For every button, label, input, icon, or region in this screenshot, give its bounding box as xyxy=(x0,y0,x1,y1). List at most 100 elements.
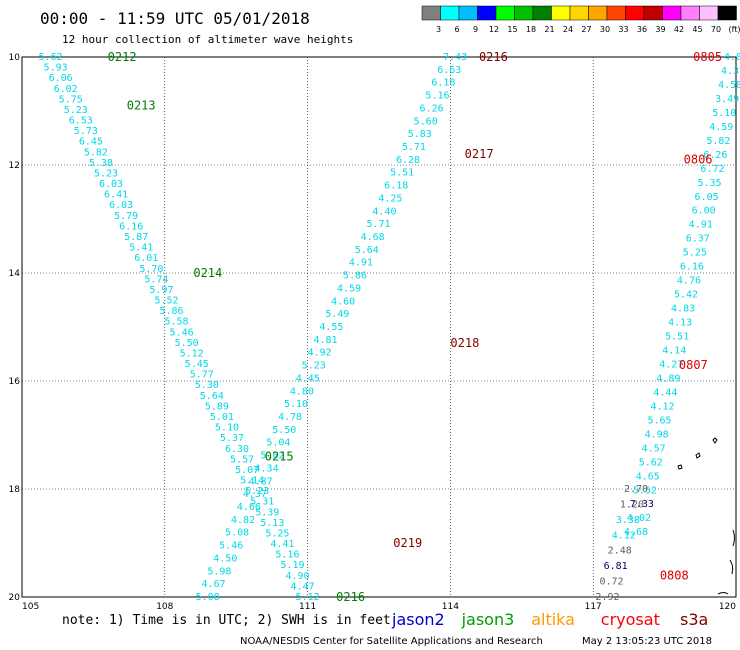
wave-height-value: 4.67 xyxy=(201,579,225,590)
wave-height-value: 4.91 xyxy=(349,258,373,269)
color-scale-legend: 3 6 9 12 15 18 21 24 27 30 33 36 39 42 45 70 (ft) xyxy=(421,5,740,34)
wave-height-value: 5.12 xyxy=(180,348,204,359)
pass-time-label: 0216 xyxy=(479,50,508,64)
wave-height-value: 5.87 xyxy=(124,232,148,243)
wave-height-value: 6.26 xyxy=(703,150,727,161)
wave-height-value: 5.82 xyxy=(706,136,730,147)
wave-height-value: 5.82 xyxy=(84,147,108,158)
wave-height-value: 6.41 xyxy=(104,190,128,201)
wave-height-value: 6.01 xyxy=(134,253,158,264)
wave-height-value: 5.52 xyxy=(154,296,178,307)
color-scale-label: 12 xyxy=(489,25,499,34)
wave-height-value: 5.10 xyxy=(284,399,308,410)
wave-height-value: 4.55 xyxy=(319,322,343,333)
wave-height-value: 6.05 xyxy=(695,192,719,203)
latitude-tick-label: 12 xyxy=(9,161,20,171)
latitude-tick-label: 16 xyxy=(9,377,21,387)
wave-height-value: 4.78 xyxy=(278,412,302,423)
wave-height-value: 2.70 xyxy=(624,484,648,495)
wave-height-value: 7.43 xyxy=(443,52,467,63)
wave-height-value: 5.46 xyxy=(170,327,194,338)
longitude-tick-label: 120 xyxy=(719,602,736,612)
wave-height-value: 4.50 xyxy=(213,553,237,564)
wave-height-value: 6.53 xyxy=(69,116,93,127)
satellite-track: 2.70 1.20 3.38 4.12 2.48 6.81 0.72 2.92 xyxy=(595,484,648,603)
wave-height-value: 5.71 xyxy=(402,142,426,153)
legend-jason2: jason2 xyxy=(391,610,445,629)
wave-height-value: 4.60 xyxy=(331,296,355,307)
color-scale-swatch xyxy=(458,5,478,21)
pass-time-label: 0213 xyxy=(127,99,156,113)
coastline-islands xyxy=(677,437,735,595)
color-scale-swatch xyxy=(532,5,552,21)
color-scale-label: 3 xyxy=(436,25,441,34)
latitude-tick-label: 18 xyxy=(9,485,21,495)
wave-height-value: 5.46 xyxy=(219,541,243,552)
wave-height-value: 5.38 xyxy=(89,158,113,169)
wave-height-value: 4.57 xyxy=(642,443,666,454)
wave-height-value: 5.23 xyxy=(64,105,88,116)
color-scale-label: 70 xyxy=(711,25,721,34)
color-scale-swatch xyxy=(606,5,626,21)
wave-height-value: 4.68 xyxy=(361,232,385,243)
wave-height-value: 6.28 xyxy=(396,155,420,166)
wave-height-value: 5.70 xyxy=(139,264,163,275)
latitude-tick-label: 14 xyxy=(9,269,21,279)
wave-height-value: 5.79 xyxy=(114,211,138,222)
pass-time-label: 0215 xyxy=(265,450,294,464)
wave-height-value: 5.97 xyxy=(149,285,173,296)
color-scale-swatch xyxy=(680,5,700,21)
wave-height-value: 5.73 xyxy=(74,126,98,137)
wave-height-value: 4.89 xyxy=(656,373,680,384)
credit-line: NOAA/NESDIS Center for Satellite Applica… xyxy=(240,636,543,647)
wave-height-value: 6.16 xyxy=(119,221,143,232)
wave-height-value: 6.06 xyxy=(49,73,73,84)
color-scale-swatch xyxy=(440,5,460,21)
color-scale-swatch xyxy=(699,5,719,21)
color-scale-label: 30 xyxy=(600,25,610,34)
wave-height-value: 4.27 xyxy=(659,359,683,370)
wave-height-value: 5.52 xyxy=(633,485,657,496)
wave-height-value: 5.62 xyxy=(260,451,284,462)
wave-height-value: 5.89 xyxy=(205,401,229,412)
color-scale-label: (ft) xyxy=(728,25,740,34)
satellite-legend: jason2 jason3 altika cryosat s3a xyxy=(391,610,708,629)
color-scale-label: 15 xyxy=(507,25,517,34)
wave-height-value: 4.59 xyxy=(337,283,361,294)
wave-height-value: 7.33 xyxy=(630,499,654,510)
wave-height-value: 6.26 xyxy=(420,103,444,114)
wave-height-value: 5.35 xyxy=(697,178,721,189)
wave-height-value: 5.31 xyxy=(250,497,274,508)
wave-height-value: 6.30 xyxy=(225,444,249,455)
wave-height-value: 5.62 xyxy=(639,457,663,468)
wave-height-value: 5.10 xyxy=(215,423,239,434)
wave-height-value: 4.80 xyxy=(724,52,740,63)
wave-height-value: 4.37 xyxy=(243,489,267,500)
latitude-tick-label: 20 xyxy=(9,593,21,603)
wave-height-value: 6.72 xyxy=(700,164,724,175)
wave-height-value: 5.23 xyxy=(245,486,269,497)
wave-height-value: 4.12 xyxy=(612,530,636,541)
wave-height-value: 5.10 xyxy=(712,108,736,119)
color-scale-swatch xyxy=(514,5,534,21)
wave-height-value: 6.18 xyxy=(431,78,455,89)
wave-height-value: 5.60 xyxy=(414,116,438,127)
wave-height-value: 5.23 xyxy=(94,168,118,179)
wave-height-value: 6.63 xyxy=(437,65,461,76)
wave-height-value: 6.03 xyxy=(109,200,133,211)
wave-height-value: 0.72 xyxy=(600,577,624,588)
color-scale-label: 27 xyxy=(581,25,591,34)
wave-height-value: 4.66 xyxy=(237,502,261,513)
color-scale-swatch xyxy=(588,5,608,21)
lat-lon-grid: 105 108 111 114 117 120 10 12 14 16 18 20 xyxy=(9,53,737,612)
color-scale-swatch xyxy=(569,5,589,21)
wave-height-value: 4.83 xyxy=(671,304,695,315)
pass-time-label: 0212 xyxy=(108,50,137,64)
wave-height-value: 6.03 xyxy=(99,179,123,190)
wave-height-value: 5.25 xyxy=(265,528,289,539)
wave-height-value: 6.16 xyxy=(680,262,704,273)
wave-height-value: 4.14 xyxy=(662,346,686,357)
color-scale-label: 33 xyxy=(618,25,628,34)
wave-height-value: 4.91 xyxy=(689,220,713,231)
